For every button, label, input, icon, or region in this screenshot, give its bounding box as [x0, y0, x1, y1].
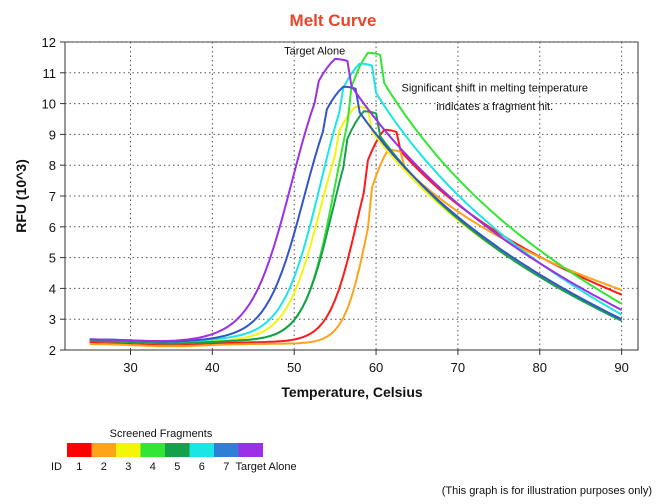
y-tick-label: 2	[49, 343, 56, 358]
legend-swatch	[67, 443, 92, 457]
y-tick-label: 5	[49, 251, 56, 266]
x-tick-label: 50	[287, 360, 301, 375]
y-tick-label: 10	[42, 97, 56, 112]
legend-id: 6	[199, 461, 205, 473]
legend-swatch	[165, 443, 190, 457]
chart-annotation: Significant shift in melting temperature	[402, 82, 588, 94]
x-tick-label: 60	[369, 360, 383, 375]
y-tick-label: 7	[49, 189, 56, 204]
y-tick-label: 4	[49, 281, 56, 296]
legend-id: 4	[150, 461, 156, 473]
grid-lines	[65, 41, 638, 350]
legend-swatch	[214, 443, 239, 457]
legend: Screened Fragments ID 1 2 3 4 5 6 7 Target Alon…	[51, 428, 297, 473]
legend-id-label: ID	[51, 461, 62, 473]
y-axis-ticks: 2 3 4 5 6 7 8 9 10 11 12	[42, 35, 65, 358]
annotations: Target Alone Significant shift in melting…	[284, 45, 588, 112]
legend-swatch	[116, 443, 141, 457]
chart-annotation: indicates a fragment hit.	[436, 101, 553, 113]
y-tick-label: 8	[49, 158, 56, 173]
curve-series-2	[89, 148, 622, 348]
legend-id: 7	[223, 461, 229, 473]
chart-title: Melt Curve	[290, 11, 377, 30]
footnote: (This graph is for illustration purposes…	[442, 485, 652, 497]
y-tick-label: 6	[49, 220, 56, 235]
curve-series-8	[89, 57, 623, 343]
legend-swatches: 1 2 3 4 5 6 7 Target Alone	[67, 443, 297, 473]
legend-swatch	[140, 443, 165, 457]
y-tick-label: 3	[49, 312, 56, 327]
x-axis-label: Temperature, Celsius	[281, 384, 423, 400]
legend-id: 1	[76, 461, 82, 473]
x-tick-label: 90	[614, 360, 628, 375]
chart-annotation: Target Alone	[284, 45, 345, 57]
legend-id: 3	[125, 461, 131, 473]
curve-series-5	[89, 110, 623, 345]
melt-curves	[89, 51, 623, 348]
legend-swatch	[238, 443, 263, 457]
x-tick-label: 40	[205, 360, 219, 375]
y-axis-label: RFU (10^3)	[13, 159, 29, 233]
legend-id: 5	[174, 461, 180, 473]
y-tick-label: 12	[42, 35, 56, 50]
x-tick-label: 80	[533, 360, 547, 375]
legend-swatch	[189, 443, 214, 457]
y-tick-label: 9	[49, 127, 56, 142]
legend-id: 2	[101, 461, 107, 473]
x-tick-label: 30	[123, 360, 137, 375]
legend-title: Screened Fragments	[110, 428, 213, 440]
legend-id: Target Alone	[236, 461, 297, 473]
x-axis-ticks: 30 40 50 60 70 80 90	[123, 350, 629, 375]
legend-swatch	[91, 443, 116, 457]
y-tick-label: 11	[43, 66, 57, 81]
x-tick-label: 70	[451, 360, 465, 375]
